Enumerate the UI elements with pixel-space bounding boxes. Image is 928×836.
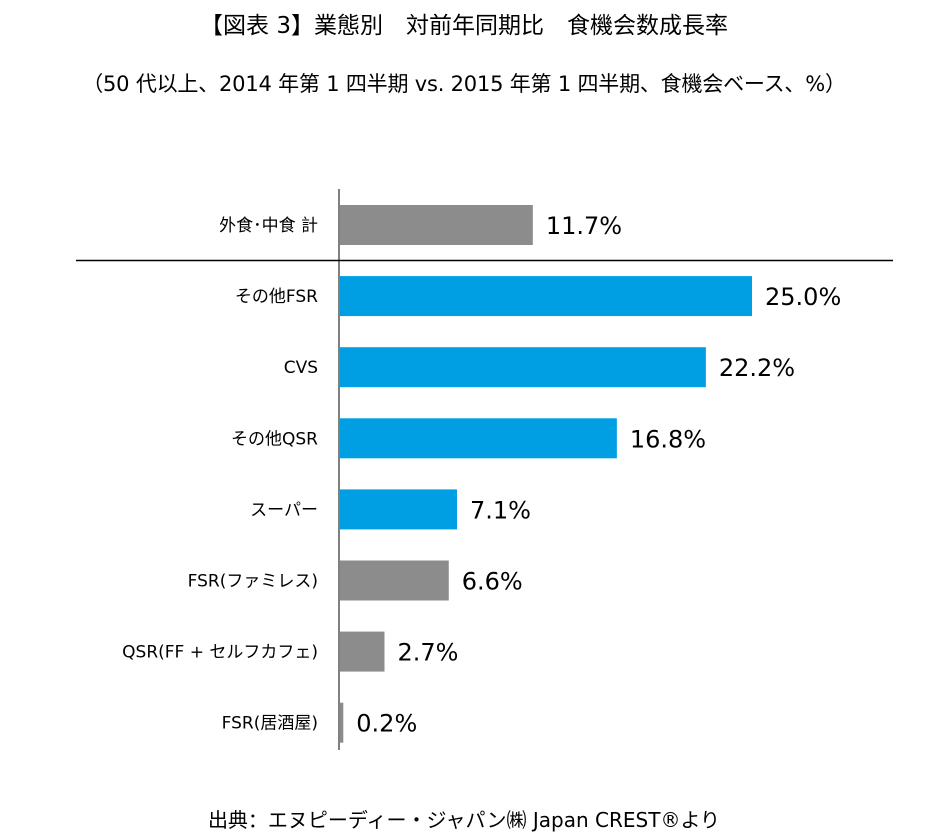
bar: [340, 631, 385, 672]
category-label: QSR(FF + セルフカフェ): [122, 643, 318, 663]
category-label: CVS: [284, 358, 318, 378]
value-label: 0.2%: [356, 710, 417, 738]
category-label: FSR(ファミレス): [188, 572, 318, 592]
bar: [340, 702, 344, 743]
value-label: 2.7%: [397, 639, 458, 667]
bar: [340, 560, 449, 601]
value-label: 6.6%: [462, 568, 523, 596]
bar: [340, 347, 706, 388]
value-label: 22.2%: [719, 354, 795, 382]
source-note: 出典：エヌピーディー・ジャパン㈱ Japan CREST®より: [207, 808, 721, 832]
value-label: 25.0%: [765, 283, 841, 311]
category-label: スーパー: [250, 500, 318, 520]
bar: [340, 489, 458, 530]
chart-title: 【図表 3】業態別 対前年同期比 食機会数成長率: [200, 13, 728, 39]
bar: [340, 276, 752, 317]
category-label: FSR(居酒屋): [222, 714, 318, 734]
value-label: 7.1%: [470, 496, 531, 524]
category-label: その他FSR: [235, 287, 318, 307]
category-label: 外食･中食 計: [219, 216, 318, 236]
chart-subtitle: （50 代以上、2014 年第 1 四半期 vs. 2015 年第 1 四半期、…: [82, 72, 846, 96]
category-label: その他QSR: [231, 429, 318, 449]
bar: [340, 418, 617, 459]
bar: [340, 205, 533, 245]
value-label: 11.7%: [546, 212, 622, 240]
value-label: 16.8%: [630, 425, 706, 453]
